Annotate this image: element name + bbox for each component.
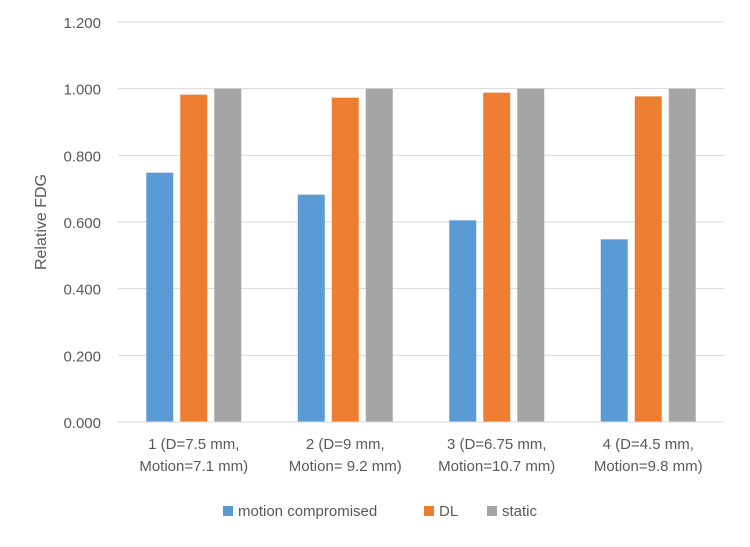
bar-static-2 (365, 88, 393, 423)
legend-swatch-DL (424, 506, 434, 516)
bar-DL-3 (483, 92, 511, 423)
legend: motion compromised DL static (223, 503, 538, 520)
x-tick-label: Motion=10.7 mm) (438, 458, 555, 475)
bar-motion-compromised-4 (600, 239, 628, 422)
y-tick-label: 0.000 (63, 415, 101, 432)
bar-motion-compromised-1 (146, 172, 174, 422)
x-tick-label: Motion= 9.2 mm) (289, 458, 402, 475)
legend-swatch-static (487, 506, 497, 516)
bar-static-4 (668, 88, 696, 423)
gridlines (118, 21, 724, 423)
y-tick-label: 0.400 (63, 282, 101, 299)
legend-label: static (502, 503, 538, 520)
y-tick-label: 0.200 (63, 348, 101, 365)
x-tick-label: Motion=9.8 mm) (594, 458, 703, 475)
bar-motion-compromised-3 (449, 220, 477, 422)
bar-static-3 (517, 88, 545, 423)
legend-swatch-motion-compromised (223, 506, 233, 516)
axes: 0.000 0.200 0.400 0.600 0.800 1.000 1.200 Relat… (33, 15, 724, 475)
bar-motion-compromised-2 (297, 194, 325, 422)
x-tick-label: 3 (D=6.75 mm, (447, 436, 547, 453)
bar-DL-2 (331, 97, 359, 423)
x-tick-label: 2 (D=9 mm, (306, 436, 385, 453)
x-tick-label: 4 (D=4.5 mm, (603, 436, 694, 453)
legend-label: motion compromised (238, 503, 377, 520)
y-tick-label: 1.000 (63, 82, 101, 99)
y-tick-label: 0.800 (63, 148, 101, 165)
x-tick-label: 1 (D=7.5 mm, (148, 436, 239, 453)
bar-DL-1 (180, 94, 208, 423)
bars (146, 88, 696, 423)
y-axis-label: Relative FDG (33, 174, 50, 270)
x-tick-label: Motion=7.1 mm) (139, 458, 248, 475)
y-tick-label: 1.200 (63, 15, 101, 32)
legend-label: DL (439, 503, 458, 520)
y-tick-label: 0.600 (63, 215, 101, 232)
bar-DL-4 (634, 96, 662, 422)
bar-static-1 (214, 88, 242, 423)
